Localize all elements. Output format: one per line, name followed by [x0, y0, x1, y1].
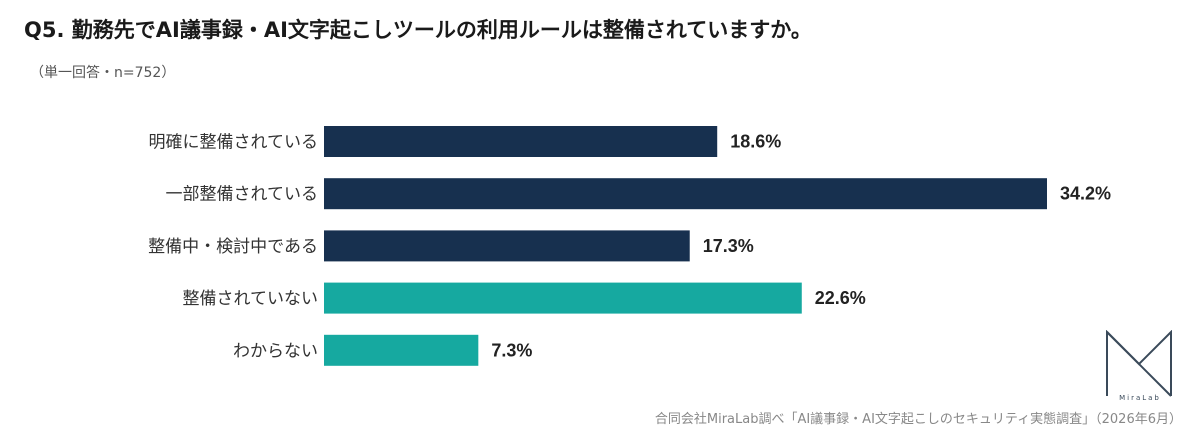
value-label-5: 7.3% — [491, 340, 532, 360]
category-label-4: 整備されていない — [183, 289, 319, 309]
bar-2 — [324, 178, 1047, 210]
value-label-3: 17.3% — [703, 236, 754, 256]
source-note: 合同会社MiraLab調べ「AI議事録・AI文字起こしのセキュリティ実態調査」（… — [654, 412, 1182, 427]
category-label-1: 明確に整備されている — [149, 133, 319, 153]
bar-4 — [324, 282, 802, 314]
value-label-2: 34.2% — [1060, 184, 1111, 204]
category-label-2: 一部整備されている — [166, 185, 319, 205]
value-label-1: 18.6% — [730, 132, 781, 152]
bar-1 — [324, 126, 718, 157]
chart-title: Q5. 勤務先でAI議事録・AI文字起こしツールの利用ルールは整備されていますか… — [24, 18, 812, 42]
value-label-4: 22.6% — [815, 288, 866, 308]
bar-5 — [324, 334, 479, 366]
logo-text: MiraLab — [1119, 394, 1161, 402]
miralab-logo-icon — [1106, 330, 1172, 397]
bar-3 — [324, 230, 690, 262]
chart-subtitle: （単一回答・n=752） — [30, 65, 176, 81]
category-label-5: わからない — [233, 341, 318, 361]
category-label-3: 整備中・検討中である — [148, 237, 318, 257]
